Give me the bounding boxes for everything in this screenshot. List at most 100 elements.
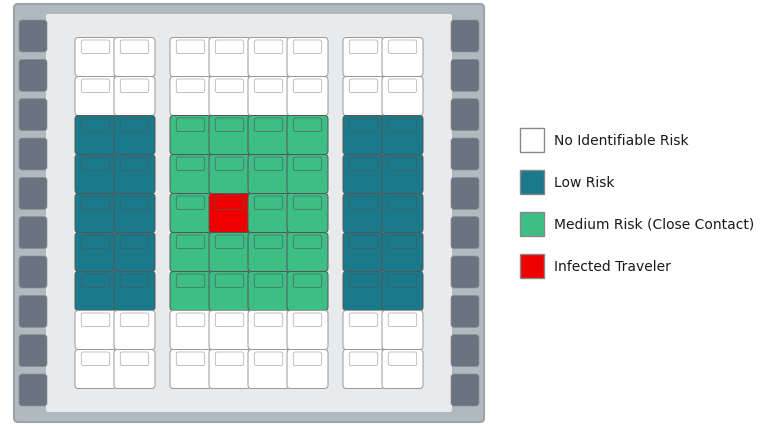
FancyBboxPatch shape [451,217,479,249]
FancyBboxPatch shape [75,155,116,194]
FancyBboxPatch shape [114,155,155,194]
FancyBboxPatch shape [46,15,452,412]
FancyBboxPatch shape [350,196,378,210]
FancyBboxPatch shape [248,116,289,155]
FancyBboxPatch shape [255,313,283,327]
FancyBboxPatch shape [451,374,479,406]
FancyBboxPatch shape [114,272,155,311]
FancyBboxPatch shape [451,335,479,367]
FancyBboxPatch shape [343,116,384,155]
FancyBboxPatch shape [215,158,244,171]
FancyBboxPatch shape [382,311,423,350]
FancyBboxPatch shape [19,374,47,406]
FancyBboxPatch shape [170,155,211,194]
FancyBboxPatch shape [343,233,384,272]
FancyBboxPatch shape [451,178,479,210]
FancyBboxPatch shape [75,38,116,77]
FancyBboxPatch shape [287,311,328,350]
FancyBboxPatch shape [120,274,149,288]
FancyBboxPatch shape [350,352,378,366]
FancyBboxPatch shape [248,272,289,311]
FancyBboxPatch shape [287,155,328,194]
FancyBboxPatch shape [215,196,244,210]
FancyBboxPatch shape [343,194,384,233]
FancyBboxPatch shape [215,352,244,366]
FancyBboxPatch shape [176,119,204,132]
Text: Low Risk: Low Risk [554,176,615,190]
FancyBboxPatch shape [170,272,211,311]
FancyBboxPatch shape [520,254,544,278]
FancyBboxPatch shape [209,233,250,272]
FancyBboxPatch shape [293,196,321,210]
FancyBboxPatch shape [209,194,250,233]
FancyBboxPatch shape [209,77,250,116]
FancyBboxPatch shape [248,233,289,272]
FancyBboxPatch shape [215,274,244,288]
FancyBboxPatch shape [388,313,416,327]
FancyBboxPatch shape [176,313,204,327]
FancyBboxPatch shape [255,80,283,93]
FancyBboxPatch shape [293,80,321,93]
FancyBboxPatch shape [248,155,289,194]
FancyBboxPatch shape [382,155,423,194]
FancyBboxPatch shape [451,99,479,131]
FancyBboxPatch shape [19,335,47,367]
FancyBboxPatch shape [114,233,155,272]
FancyBboxPatch shape [81,41,109,55]
FancyBboxPatch shape [255,352,283,366]
FancyBboxPatch shape [19,256,47,288]
FancyBboxPatch shape [19,178,47,210]
FancyBboxPatch shape [209,116,250,155]
FancyBboxPatch shape [19,21,47,53]
FancyBboxPatch shape [170,194,211,233]
FancyBboxPatch shape [75,272,116,311]
FancyBboxPatch shape [287,233,328,272]
FancyBboxPatch shape [451,21,479,53]
FancyBboxPatch shape [382,194,423,233]
FancyBboxPatch shape [81,196,109,210]
FancyBboxPatch shape [287,272,328,311]
FancyBboxPatch shape [350,41,378,55]
FancyBboxPatch shape [81,236,109,249]
FancyBboxPatch shape [209,311,250,350]
FancyBboxPatch shape [388,236,416,249]
FancyBboxPatch shape [170,350,211,389]
FancyBboxPatch shape [176,274,204,288]
FancyBboxPatch shape [451,139,479,170]
FancyBboxPatch shape [176,158,204,171]
FancyBboxPatch shape [287,116,328,155]
FancyBboxPatch shape [75,311,116,350]
FancyBboxPatch shape [81,80,109,93]
FancyBboxPatch shape [520,213,544,236]
FancyBboxPatch shape [255,119,283,132]
FancyBboxPatch shape [176,236,204,249]
FancyBboxPatch shape [209,272,250,311]
FancyBboxPatch shape [388,80,416,93]
FancyBboxPatch shape [81,119,109,132]
FancyBboxPatch shape [215,236,244,249]
FancyBboxPatch shape [209,38,250,77]
FancyBboxPatch shape [14,5,484,422]
FancyBboxPatch shape [382,38,423,77]
FancyBboxPatch shape [120,313,149,327]
FancyBboxPatch shape [388,352,416,366]
FancyBboxPatch shape [176,41,204,55]
FancyBboxPatch shape [81,274,109,288]
FancyBboxPatch shape [176,352,204,366]
FancyBboxPatch shape [170,38,211,77]
FancyBboxPatch shape [114,77,155,116]
FancyBboxPatch shape [451,256,479,288]
FancyBboxPatch shape [255,158,283,171]
FancyBboxPatch shape [75,233,116,272]
FancyBboxPatch shape [287,38,328,77]
FancyBboxPatch shape [114,311,155,350]
FancyBboxPatch shape [343,38,384,77]
FancyBboxPatch shape [248,311,289,350]
FancyBboxPatch shape [114,194,155,233]
FancyBboxPatch shape [293,41,321,55]
FancyBboxPatch shape [170,233,211,272]
FancyBboxPatch shape [520,129,544,153]
FancyBboxPatch shape [293,236,321,249]
Text: Medium Risk (Close Contact): Medium Risk (Close Contact) [554,218,754,231]
FancyBboxPatch shape [248,77,289,116]
